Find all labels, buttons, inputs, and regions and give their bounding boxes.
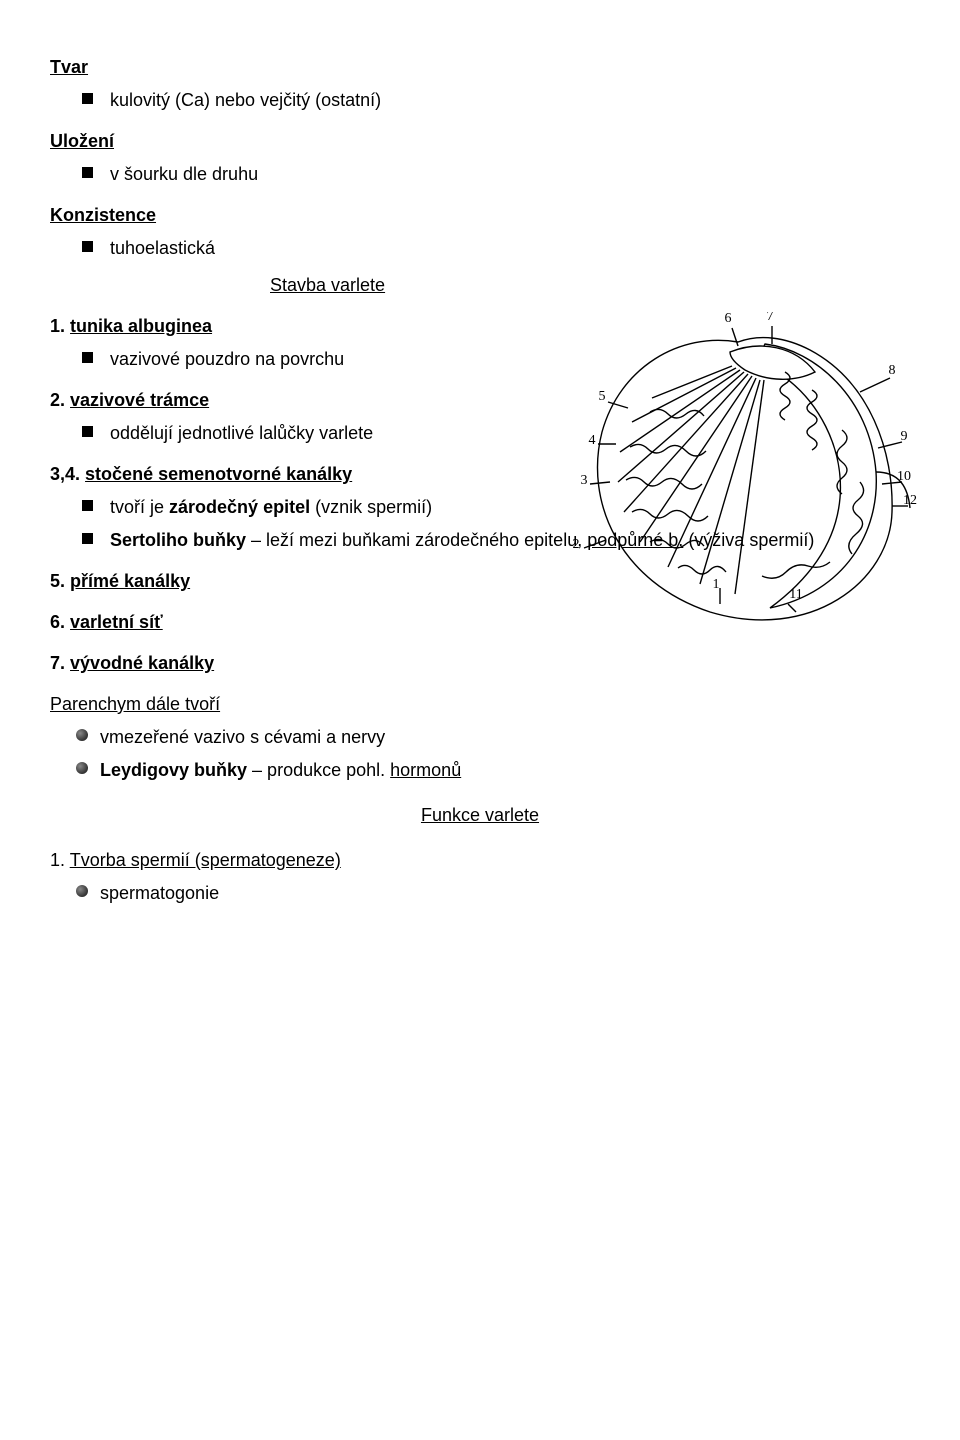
funkce-title: Funkce varlete — [50, 802, 910, 829]
diagram-label-3: 3 — [581, 473, 588, 488]
f1-list: spermatogonie — [50, 880, 910, 907]
list-item: tvoří je zárodečný epitel (vznik spermií… — [110, 494, 910, 521]
parenchym-list: vmezeřené vazivo s cévami a nervy Leydig… — [50, 724, 910, 784]
s1-label: tunika albuginea — [70, 316, 212, 336]
s5-num: 5. — [50, 571, 65, 591]
diagram-label-1: 1 — [713, 577, 720, 592]
stavba-block: Stavba varlete — [50, 272, 910, 677]
list-item: tuhoelastická — [110, 235, 910, 262]
konzistence-list: tuhoelastická — [50, 235, 910, 262]
s34-label: stočené semenotvorné kanálky — [85, 464, 352, 484]
list-item: vmezeřené vazivo s cévami a nervy — [100, 724, 910, 751]
txt: – produkce pohl. — [247, 760, 390, 780]
diagram-label-5: 5 — [599, 389, 606, 404]
f1-num: 1. — [50, 850, 65, 870]
section-ulozeni: Uložení — [50, 128, 910, 155]
txt: tvoří je — [110, 497, 169, 517]
s2-list: oddělují jednotlivé lalůčky varlete — [50, 420, 910, 447]
f1-heading: 1. Tvorba spermií (spermatogeneze) — [50, 847, 910, 874]
txt-bold: Leydigovy buňky — [100, 760, 247, 780]
s1-num: 1. — [50, 316, 65, 336]
txt-uline: hormonů — [390, 760, 461, 780]
list-item: oddělují jednotlivé lalůčky varlete — [110, 420, 910, 447]
diagram-label-7: 7 — [767, 312, 774, 324]
diagram-label-10: 10 — [897, 469, 911, 484]
list-item: v šourku dle druhu — [110, 161, 910, 188]
s6-num: 6. — [50, 612, 65, 632]
diagram-label-6: 6 — [725, 312, 732, 326]
s5-label: přímé kanálky — [70, 571, 190, 591]
list-item: Sertoliho buňky – leží mezi buňkami záro… — [110, 527, 910, 554]
tvar-list: kulovitý (Ca) nebo vejčitý (ostatní) — [50, 87, 910, 114]
diagram-label-11: 11 — [789, 587, 802, 602]
stavba-title: Stavba varlete — [270, 272, 910, 299]
txt-uline: podpůrné b. — [587, 530, 683, 550]
s7-num: 7. — [50, 653, 65, 673]
s2-label: vazivové trámce — [70, 390, 209, 410]
txt-bold: zárodečný epitel — [169, 497, 310, 517]
f1-label: Tvorba spermií (spermatogeneze) — [70, 850, 341, 870]
s34-num: 3,4. — [50, 464, 80, 484]
s7-label: vývodné kanálky — [70, 653, 214, 673]
txt: (výživa spermií) — [683, 530, 814, 550]
s1-list: vazivové pouzdro na povrchu — [50, 346, 910, 373]
parenchym-heading: Parenchym dále tvoří — [50, 691, 910, 718]
txt: – leží mezi buňkami zárodečného epitelu, — [246, 530, 587, 550]
txt: (vznik spermií) — [310, 497, 432, 517]
s7-heading: 7. vývodné kanálky — [50, 650, 910, 677]
section-tvar: Tvar — [50, 54, 910, 81]
txt-bold: Sertoliho buňky — [110, 530, 246, 550]
s6-label: varletní síť — [70, 612, 163, 632]
list-item: Leydigovy buňky – produkce pohl. hormonů — [100, 757, 910, 784]
s2-num: 2. — [50, 390, 65, 410]
list-item: spermatogonie — [100, 880, 910, 907]
list-item: vazivové pouzdro na povrchu — [110, 346, 910, 373]
section-konzistence: Konzistence — [50, 202, 910, 229]
ulozeni-list: v šourku dle druhu — [50, 161, 910, 188]
list-item: kulovitý (Ca) nebo vejčitý (ostatní) — [110, 87, 910, 114]
